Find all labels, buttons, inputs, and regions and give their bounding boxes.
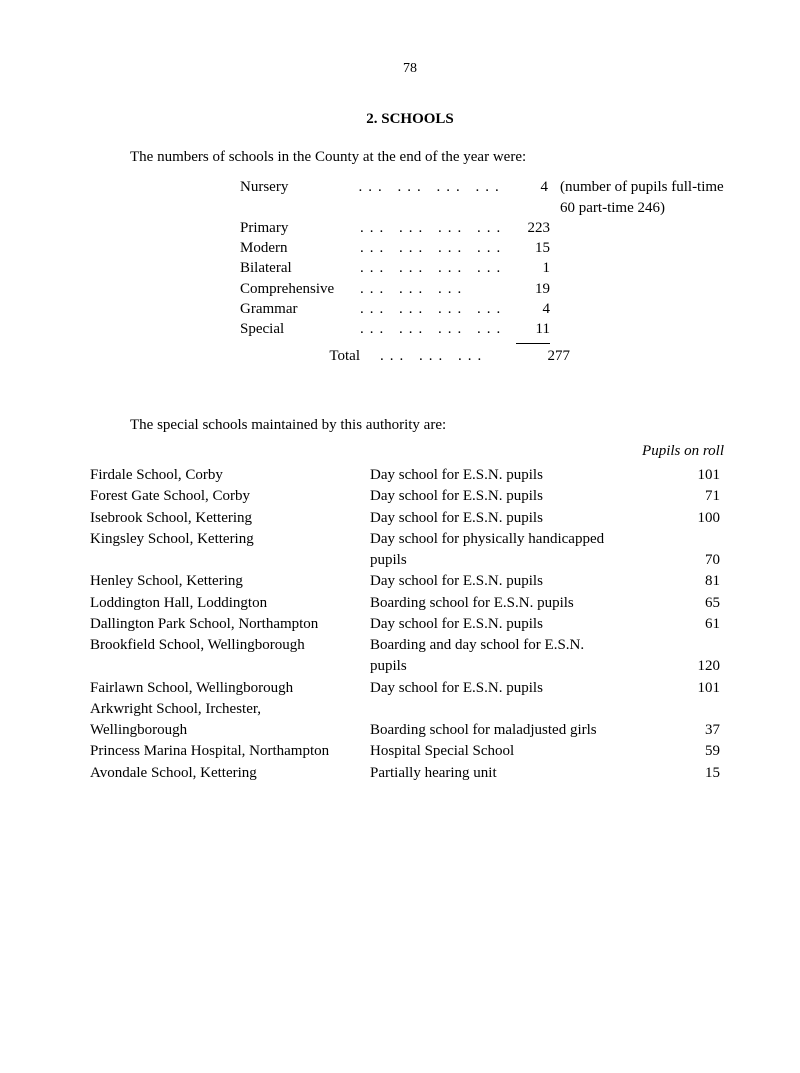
special-school-name [90,656,370,676]
school-type-label: Primary [240,218,360,238]
pupils-on-roll-value: 101 [670,678,720,698]
school-type-value: 4 [510,299,550,319]
school-type-value: 1 [510,258,550,278]
leader-dots: ... ... ... [360,279,510,299]
special-school-type: Day school for E.S.N. pupils [370,614,670,634]
pupils-on-roll-value: 65 [670,593,720,613]
special-school-type: Day school for physically handicapped [370,529,670,549]
special-schools-subhead: The special schools maintained by this a… [130,415,730,435]
pupils-on-roll-value [670,529,720,549]
special-school-name: Henley School, Kettering [90,571,370,591]
pupils-on-roll-value: 61 [670,614,720,634]
school-total-row: Total... ... ...277 [240,346,730,366]
special-school-type: Day school for E.S.N. pupils [370,486,670,506]
pupils-on-roll-value: 101 [670,465,720,485]
school-type-row: Bilateral... ... ... ...1 [240,258,730,278]
special-schools-table: Firdale School, CorbyDay school for E.S.… [90,465,730,783]
school-type-value: 19 [510,279,550,299]
pupils-on-roll-value [670,635,720,655]
nursery-note: (number of pupils full-time 60 part-time… [548,177,730,218]
special-school-name: Kingsley School, Kettering [90,529,370,549]
school-type-row: Grammar... ... ... ...4 [240,299,730,319]
leader-dots: ... ... ... [380,346,530,366]
school-type-row: Comprehensive ... ... ...19 [240,279,730,299]
school-type-value: 4 [509,177,549,197]
special-school-type: Day school for E.S.N. pupils [370,678,670,698]
pupils-on-roll-value: 81 [670,571,720,591]
special-school-name: Princess Marina Hospital, Northampton [90,741,370,761]
pupils-on-roll-value [670,699,720,719]
special-school-name: Dallington Park School, Northampton [90,614,370,634]
school-type-row: Special... ... ... ...11 [240,319,730,339]
total-value: 277 [530,346,570,366]
pupils-on-roll-value: 37 [670,720,720,740]
total-label: Total [240,346,380,366]
special-school-name: Avondale School, Kettering [90,763,370,783]
special-school-type: Partially hearing unit [370,763,670,783]
special-school-type: Day school for E.S.N. pupils [370,465,670,485]
special-school-name: Fairlawn School, Wellingborough [90,678,370,698]
school-type-value: 223 [510,218,550,238]
intro-text: The numbers of schools in the County at … [130,147,730,167]
special-school-type: Day school for E.S.N. pupils [370,508,670,528]
special-school-type [370,699,670,719]
leader-dots: ... ... ... ... [359,177,509,197]
special-school-name: Wellingborough [90,720,370,740]
special-school-type: Boarding school for E.S.N. pupils [370,593,670,613]
special-school-name: Arkwright School, Irchester, [90,699,370,719]
school-type-row: Nursery... ... ... ...4(number of pupils… [240,177,730,218]
school-type-row: Modern... ... ... ...15 [240,238,730,258]
special-school-name [90,550,370,570]
leader-dots: ... ... ... ... [360,299,510,319]
school-type-label: Grammar [240,299,360,319]
section-title: 2. SCHOOLS [90,109,730,129]
special-school-name: Firdale School, Corby [90,465,370,485]
school-type-label: Comprehensive [240,279,360,299]
school-type-label: Bilateral [240,258,360,278]
leader-dots: ... ... ... ... [360,218,510,238]
special-school-type: Boarding and day school for E.S.N. [370,635,670,655]
pupils-on-roll-value: 59 [670,741,720,761]
school-type-value: 15 [510,238,550,258]
rule-line [516,343,550,344]
pupils-on-roll-value: 100 [670,508,720,528]
special-school-name: Loddington Hall, Loddington [90,593,370,613]
school-type-label: Nursery [240,177,359,197]
special-school-type: Hospital Special School [370,741,670,761]
special-school-name: Forest Gate School, Corby [90,486,370,506]
pupils-on-roll-value: 120 [670,656,720,676]
school-type-row: Primary... ... ... ...223 [240,218,730,238]
school-type-table: Nursery... ... ... ...4(number of pupils… [240,177,730,366]
school-type-label: Special [240,319,360,339]
special-school-type: pupils [370,550,670,570]
special-school-type: pupils [370,656,670,676]
pupils-on-roll-header: Pupils on roll [90,441,724,461]
special-school-name: Isebrook School, Kettering [90,508,370,528]
special-school-type: Day school for E.S.N. pupils [370,571,670,591]
leader-dots: ... ... ... ... [360,319,510,339]
pupils-on-roll-value: 70 [670,550,720,570]
leader-dots: ... ... ... ... [360,258,510,278]
school-type-value: 11 [510,319,550,339]
special-school-type: Boarding school for maladjusted girls [370,720,670,740]
page-number: 78 [90,60,730,79]
special-school-name: Brookfield School, Wellingborough [90,635,370,655]
leader-dots: ... ... ... ... [360,238,510,258]
pupils-on-roll-value: 15 [670,763,720,783]
school-type-label: Modern [240,238,360,258]
pupils-on-roll-value: 71 [670,486,720,506]
